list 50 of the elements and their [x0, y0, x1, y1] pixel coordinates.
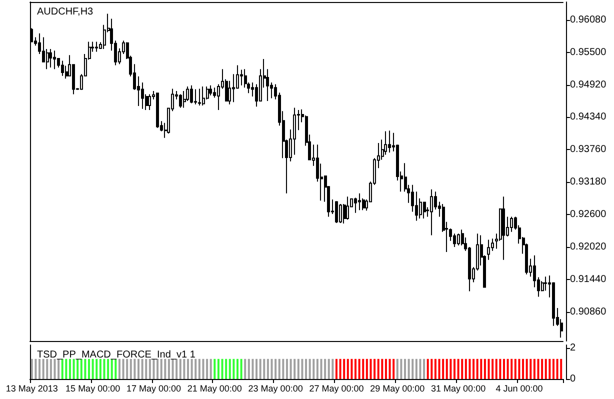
x-tick-label: 17 May 00:00: [126, 384, 182, 394]
candlestick: [194, 88, 197, 105]
candlestick: [240, 69, 243, 86]
y-tick-label: 0.91440: [570, 274, 607, 285]
candlestick: [156, 92, 159, 128]
candlestick: [198, 88, 201, 106]
y-tick-label: 0.95500: [570, 46, 607, 58]
y-tick-label: 0.92020: [570, 242, 607, 253]
y-tick-label: 0.94340: [570, 112, 607, 123]
candlestick: [388, 130, 391, 153]
y-tick-label: 0.90860: [570, 306, 607, 318]
candlestick: [487, 239, 490, 260]
y-tick-label: 0.92600: [570, 209, 607, 220]
chart-title: TSD_PP_MACD_FORCE_Ind_v1 1: [37, 350, 196, 360]
chart-title: AUDCHF,H3: [37, 6, 94, 18]
x-tick-label: 15 May 00:00: [66, 384, 120, 394]
candlestick: [358, 192, 361, 211]
candlestick: [423, 201, 426, 219]
candlestick: [335, 200, 338, 224]
candlestick: [510, 216, 513, 232]
candlestick: [53, 50, 56, 70]
candlestick: [95, 41, 98, 52]
candlestick: [430, 188, 433, 236]
x-tick-label: 21 May 00:00: [187, 384, 242, 394]
candlestick: [339, 203, 342, 224]
y-tick-label: 0: [570, 374, 576, 384]
x-tick-label: 29 May 00:00: [370, 384, 425, 394]
candlestick: [209, 84, 212, 96]
candlestick: [49, 48, 52, 68]
y-tick-label: 0.93760: [570, 144, 607, 156]
candlestick: [362, 198, 365, 211]
candlestick: [183, 90, 186, 108]
candlestick: [190, 84, 193, 104]
candlestick: [61, 60, 64, 76]
candlestick: [502, 196, 505, 260]
x-tick-label: 31 May 00:00: [431, 384, 486, 394]
y-tick-label: 0.96080: [570, 14, 607, 26]
candlestick: [354, 197, 357, 214]
x-tick-label: 13 May 2013: [6, 384, 58, 394]
y-tick-label: 0.93180: [570, 176, 607, 188]
candlestick: [457, 233, 460, 246]
candlestick: [346, 196, 349, 220]
x-tick-label: 4 Jun 00:00: [496, 384, 543, 394]
x-tick-label: 23 May 00:00: [248, 384, 303, 394]
y-tick-label: 0.94920: [570, 79, 607, 90]
x-tick-label: 27 May 00:00: [309, 384, 364, 394]
candlestick: [179, 94, 182, 108]
candlestick: [202, 86, 205, 106]
candlestick: [148, 94, 151, 110]
y-tick-label: 2: [570, 342, 576, 354]
